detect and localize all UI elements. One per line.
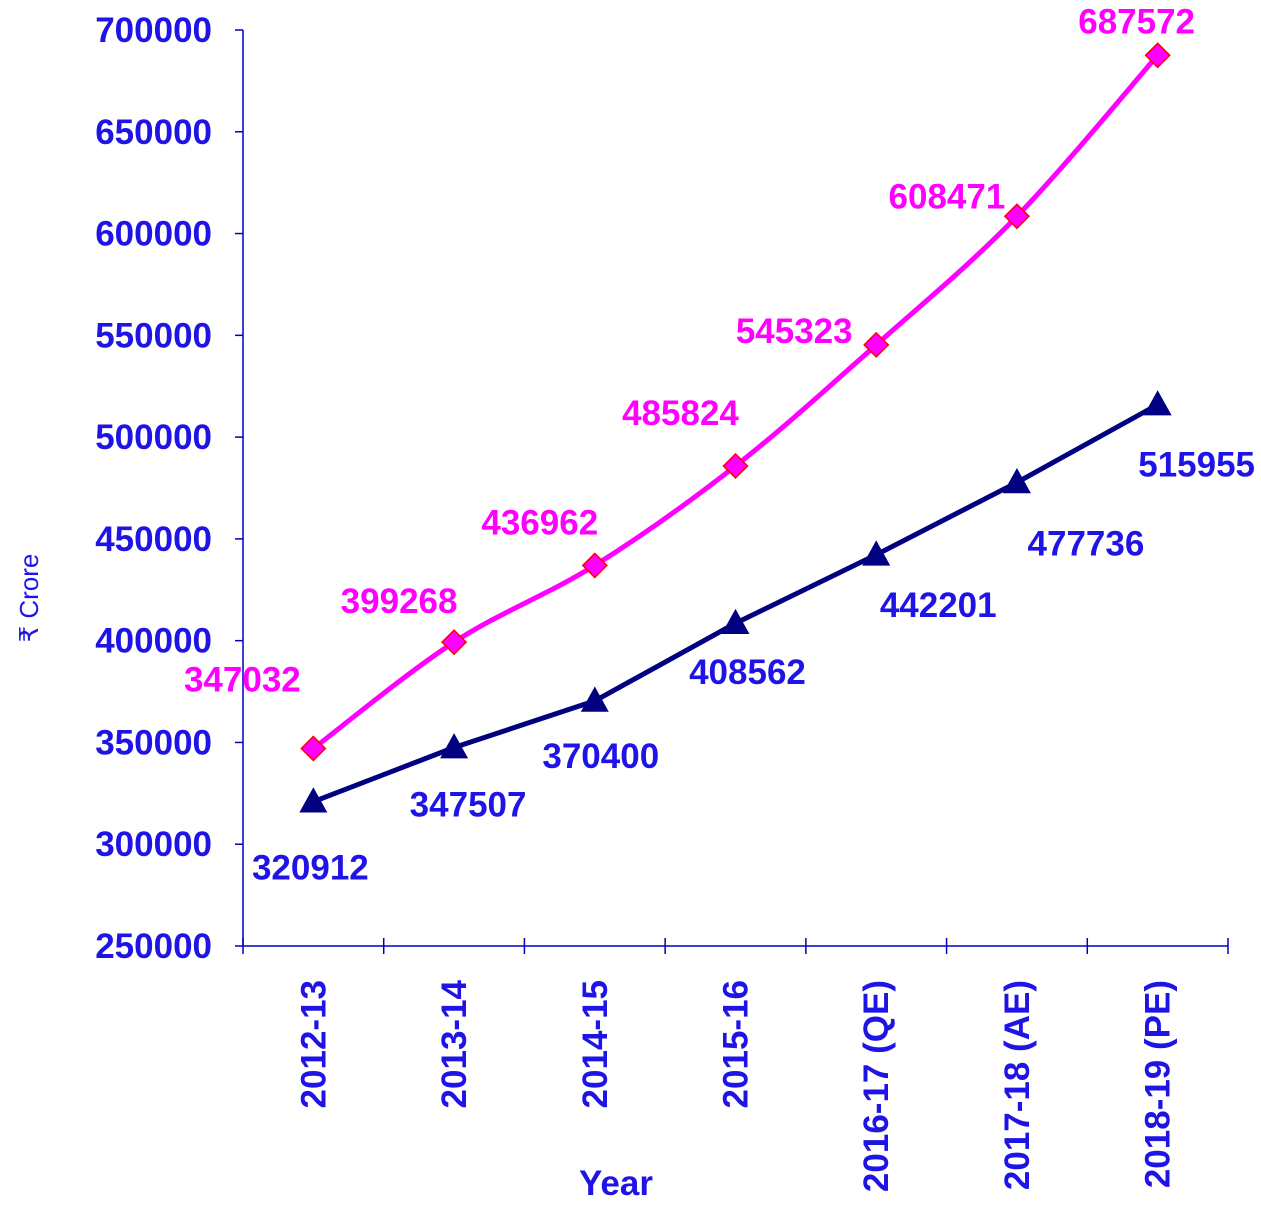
axes [242, 30, 1228, 947]
data-label-upper: 687572 [1078, 2, 1195, 41]
y-tick-label: 600000 [95, 215, 212, 254]
data-label-lower: 477736 [1028, 524, 1145, 563]
y-tick-label: 250000 [95, 927, 212, 966]
data-label-upper: 608471 [889, 177, 1006, 216]
diamond-marker [300, 735, 327, 762]
triangle-marker [299, 787, 328, 813]
data-labels: 347032 399268 436962 485824 545323 608471 6875… [184, 2, 1255, 887]
triangle-marker [440, 733, 469, 759]
x-tick-label: 2013-14 [435, 979, 474, 1108]
diamond-marker [1144, 42, 1171, 69]
y-tick-label: 400000 [95, 622, 212, 661]
data-label-upper: 485824 [622, 394, 739, 433]
y-tick-label: 350000 [95, 723, 212, 762]
triangle-marker [862, 540, 891, 566]
diamond-marker [863, 331, 890, 358]
y-tick-label: 550000 [95, 316, 212, 355]
y-axis-title: ₹ Crore [14, 554, 44, 643]
data-label-upper: 399268 [341, 582, 458, 621]
y-tick-label: 650000 [95, 113, 212, 152]
x-tick-label: 2012-13 [294, 980, 333, 1108]
data-label-upper: 347032 [184, 660, 301, 699]
x-axis-title: Year [579, 1164, 653, 1203]
data-label-lower: 320912 [252, 849, 369, 888]
x-axis-ticks: 2012-13 2013-14 2014-15 2015-16 2016-17 (QE)… [242, 938, 1229, 1192]
triangle-marker [721, 608, 750, 635]
data-label-lower: 442201 [880, 586, 997, 625]
triangle-marker [1002, 468, 1031, 494]
x-tick-label: 2018-19 (PE) [1139, 980, 1178, 1188]
diamond-marker [581, 552, 608, 579]
triangle-marker [1143, 390, 1172, 416]
diamond-marker [1003, 203, 1030, 230]
y-tick-label: 450000 [95, 520, 212, 559]
x-tick-label: 2015-16 [717, 980, 756, 1108]
y-axis-ticks: 250000 300000 350000 400000 450000 500000 5500… [95, 11, 243, 966]
x-tick-label: 2017-18 (AE) [998, 980, 1037, 1190]
diamond-marker [441, 629, 468, 656]
y-tick-label: 500000 [95, 418, 212, 457]
x-tick-label: 2016-17 (QE) [857, 980, 896, 1192]
y-tick-label: 700000 [95, 11, 212, 50]
diamond-marker [722, 452, 749, 480]
x-tick-label: 2014-15 [576, 980, 615, 1108]
data-label-lower: 347507 [410, 786, 527, 825]
data-label-lower: 370400 [542, 737, 659, 776]
series-layer [299, 42, 1172, 813]
data-label-upper: 436962 [481, 503, 598, 542]
data-label-upper: 545323 [736, 312, 853, 351]
data-label-lower: 408562 [689, 653, 806, 692]
data-label-lower: 515955 [1138, 446, 1255, 485]
y-tick-label: 300000 [95, 825, 212, 864]
triangle-marker [580, 686, 609, 712]
